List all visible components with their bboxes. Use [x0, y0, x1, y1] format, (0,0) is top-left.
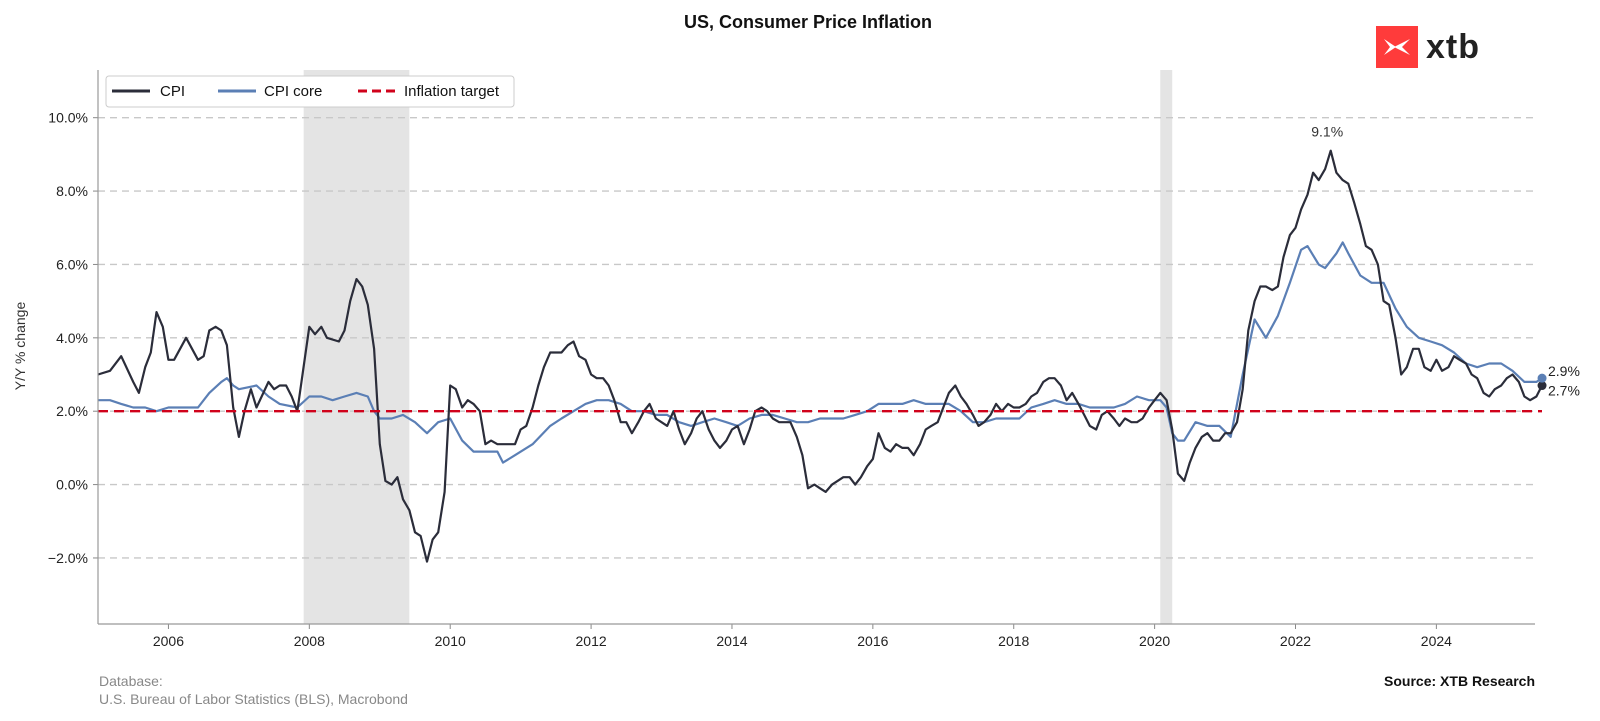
end-label-cpi: 2.7% — [1548, 383, 1580, 399]
legend-label-cpi: CPI — [160, 83, 185, 100]
peak-annotation: 9.1% — [1311, 124, 1343, 140]
xtb-logo-text: xtb — [1426, 27, 1480, 66]
xtb-logo: xtb — [1376, 26, 1480, 68]
x-tick-label-2: 2010 — [435, 633, 466, 649]
end-label-cpi-core: 2.9% — [1548, 363, 1580, 379]
y-tick-label-3: 4.0% — [56, 330, 88, 346]
xtb-logo-icon — [1376, 26, 1418, 68]
series-line-cpi-core — [98, 241, 1543, 464]
y-tick-label-6: 10.0% — [48, 110, 88, 126]
database-sources: U.S. Bureau of Labor Statistics (BLS), M… — [99, 691, 408, 707]
x-tick-label-0: 2006 — [153, 633, 184, 649]
chart-title: US, Consumer Price Inflation — [684, 12, 932, 32]
tick-labels: −2.0% 0.0% 2.0% 4.0% 6.0% 8.0% 10.0% 2006 2008 20… — [48, 110, 1452, 649]
end-labels: 2.7% 2.9% 9.1% — [1311, 124, 1580, 399]
x-tick-label-4: 2014 — [716, 633, 747, 649]
series-line-cpi — [97, 149, 1543, 563]
recession-shading — [303, 70, 1173, 624]
axes — [93, 70, 1535, 629]
end-point-cpi-core — [1537, 373, 1547, 383]
shaded-period-0 — [303, 70, 410, 624]
legend: CPI CPI core Inflation target — [105, 75, 515, 108]
legend-label-cpi-core: CPI core — [264, 83, 322, 100]
footer-source: Source: XTB Research — [1384, 673, 1535, 689]
legend-label-inflation-target: Inflation target — [404, 83, 500, 100]
y-tick-label-2: 2.0% — [56, 403, 88, 419]
x-tick-label-9: 2024 — [1421, 633, 1452, 649]
end-point-cpi — [1537, 381, 1547, 391]
x-tick-label-6: 2018 — [998, 633, 1029, 649]
y-tick-label-4: 6.0% — [56, 256, 88, 272]
y-tick-label-1: 0.0% — [56, 477, 88, 493]
shaded-period-1 — [1160, 70, 1173, 624]
x-tick-label-7: 2020 — [1139, 633, 1170, 649]
x-tick-label-3: 2012 — [576, 633, 607, 649]
y-tick-label-5: 8.0% — [56, 183, 88, 199]
y-axis-label: Y/Y % change — [12, 302, 28, 391]
x-tick-label-8: 2022 — [1280, 633, 1311, 649]
y-tick-label-0: −2.0% — [48, 550, 88, 566]
x-tick-label-5: 2016 — [857, 633, 888, 649]
x-tick-label-1: 2008 — [294, 633, 325, 649]
legend-box — [105, 75, 515, 108]
footer-database: Database: U.S. Bureau of Labor Statistic… — [99, 672, 408, 708]
database-label: Database: — [99, 673, 163, 689]
series-lines — [97, 149, 1547, 563]
